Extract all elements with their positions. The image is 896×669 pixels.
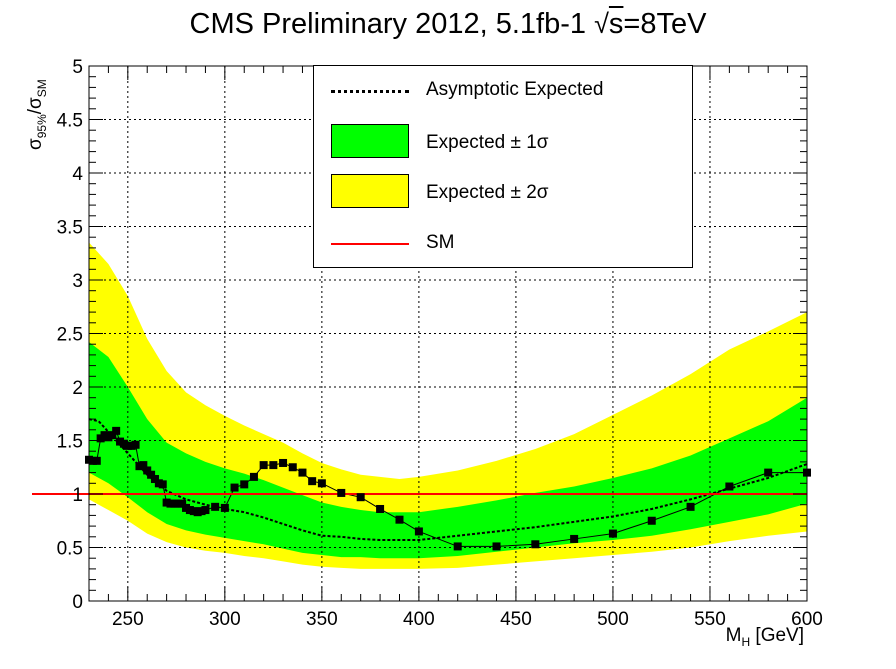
observed-point (240, 480, 249, 489)
plot-title: CMS Preliminary 2012, 5.1fb-1 √s=8TeV (0, 8, 896, 41)
xlabel-m: M (725, 625, 742, 646)
y-tick-label: 1 (72, 485, 83, 506)
observed-point (647, 516, 656, 525)
y-tick-label: 3 (72, 271, 83, 292)
x-tick-label: 450 (500, 609, 532, 630)
observed-point (764, 468, 773, 477)
ylabel-slash: /σ (25, 97, 46, 115)
ylabel-sub-95: 95% (34, 114, 49, 139)
observed-point (139, 461, 148, 470)
legend-label-sm: SM (426, 232, 455, 253)
observed-point (492, 542, 501, 551)
legend-dotted-line (331, 90, 409, 93)
y-tick-label: 0.5 (57, 539, 83, 560)
legend-label-expected: Asymptotic Expected (426, 79, 604, 100)
observed-point (531, 540, 540, 549)
observed-point (686, 502, 695, 511)
legend-entry-band1: Expected ± 1σ (314, 124, 692, 164)
band-1sigma (89, 342, 807, 559)
legend-entry-band2: Expected ± 2σ (314, 174, 692, 214)
legend: Asymptotic Expected Expected ± 1σ Expect… (313, 65, 693, 268)
observed-point (414, 527, 423, 536)
expected-line (88, 418, 808, 542)
observed-point (143, 466, 152, 475)
y-tick-label: 1.5 (57, 432, 83, 453)
title-sqrt-symbol: √ (594, 9, 609, 39)
y-tick-label: 2.5 (57, 325, 83, 346)
observed-point (147, 470, 156, 479)
tick-labels: 250 300 350 400 450 500 550 600 0 0.5 1 1.5 2 2.5 3 3.5… (57, 57, 823, 630)
x-tick-label: 350 (306, 609, 338, 630)
x-axis-label: MH [GeV] (726, 625, 804, 649)
observed-point (288, 463, 297, 472)
ylabel-sub-sm: SM (34, 79, 49, 98)
observed-point (376, 504, 385, 513)
legend-entry-sm: SM (314, 224, 692, 264)
observed-point (453, 542, 462, 551)
observed-point (230, 483, 239, 492)
observed-point (112, 426, 121, 435)
observed-point (570, 534, 579, 543)
observed-markers (85, 426, 811, 551)
title-main: CMS Preliminary 2012, 5.1fb-1 (189, 8, 587, 40)
observed-point (308, 477, 317, 486)
observed-point (725, 482, 734, 491)
y-axis-label: σ95%/σSM (25, 0, 55, 150)
observed-point (298, 468, 307, 477)
x-tick-label: 500 (597, 609, 629, 630)
observed-point (108, 431, 117, 440)
legend-swatch-yellow (331, 174, 409, 208)
legend-label-band1: Expected ± 1σ (426, 132, 549, 153)
legend-red-line (331, 243, 409, 245)
legend-swatch-green (331, 124, 409, 158)
y-tick-label: 5 (72, 57, 83, 78)
x-tick-label: 550 (694, 609, 726, 630)
observed-point (220, 503, 229, 512)
observed-point (269, 461, 278, 470)
xlabel-sub-h: H (741, 634, 751, 649)
legend-label-band2: Expected ± 2σ (426, 182, 549, 203)
observed-point (92, 456, 101, 465)
observed-point (279, 458, 288, 467)
y-tick-label: 2 (72, 378, 83, 399)
xlabel-unit: [GeV] (750, 625, 804, 646)
observed-point (317, 479, 326, 488)
observed-point (356, 493, 365, 502)
y-tick-label: 4 (72, 164, 83, 185)
ylabel-sigma: σ (25, 138, 46, 150)
x-tick-label: 600 (791, 609, 823, 630)
observed-point (150, 475, 159, 484)
observed-point (249, 472, 258, 481)
observed-point (337, 488, 346, 497)
expected-bands (89, 242, 807, 569)
observed-point (211, 502, 220, 511)
x-tick-label: 250 (112, 609, 144, 630)
observed-point (395, 515, 404, 524)
title-energy: =8TeV (623, 8, 707, 40)
y-tick-label: 4.5 (57, 111, 83, 132)
y-tick-label: 3.5 (57, 218, 83, 239)
title-sqrt-arg: s (608, 8, 624, 40)
legend-entry-expected: Asymptotic Expected (314, 71, 692, 111)
observed-point (608, 529, 617, 538)
x-tick-label: 400 (403, 609, 435, 630)
observed-point (259, 461, 268, 470)
observed-point (201, 506, 210, 515)
observed-point (178, 499, 187, 508)
x-tick-label: 300 (209, 609, 241, 630)
y-tick-label: 0 (72, 592, 83, 613)
observed-point (158, 480, 167, 489)
observed-point (131, 440, 140, 449)
